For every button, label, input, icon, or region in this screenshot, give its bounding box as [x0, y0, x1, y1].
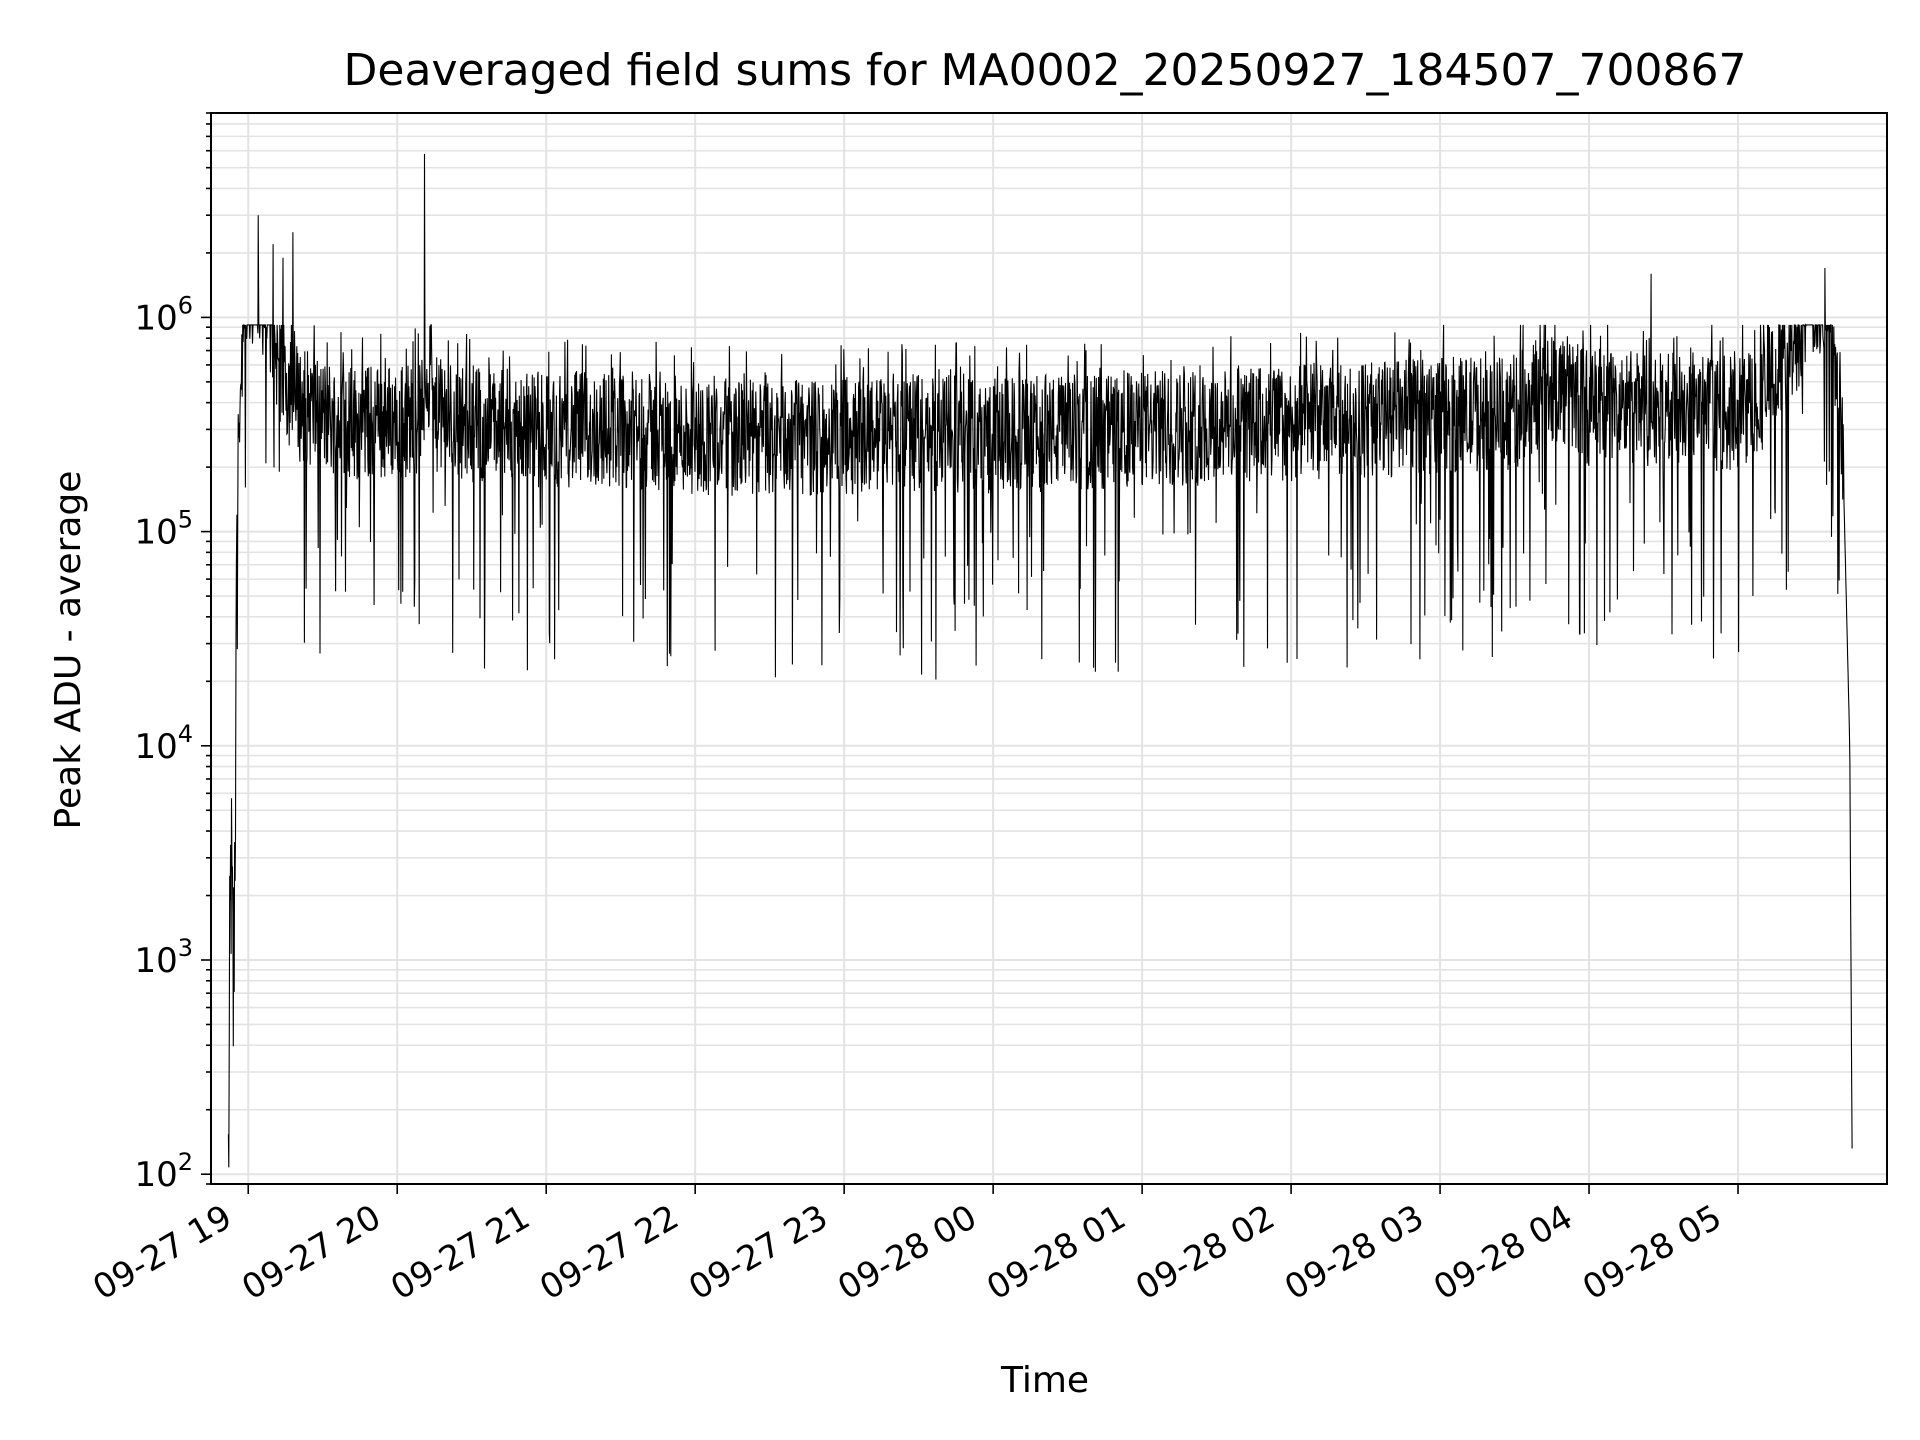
series-line: [227, 153, 1853, 1168]
x-axis-label: Time: [1000, 1360, 1089, 1401]
y-tick-label: 106: [134, 291, 193, 338]
y-axis: 102 103 104 105 106: [134, 112, 211, 1195]
y-tick-label: 104: [134, 720, 193, 767]
y-tick-label: 102: [134, 1148, 193, 1195]
y-tick-label: 105: [134, 506, 193, 553]
plot-area: [227, 153, 1853, 1168]
chart-title: Deaveraged field sums for MA0002_2025092…: [344, 45, 1747, 96]
y-axis-label: Peak ADU - average: [48, 471, 89, 830]
axes-frame: [210, 112, 1888, 1185]
y-tick-label: 103: [134, 934, 193, 981]
